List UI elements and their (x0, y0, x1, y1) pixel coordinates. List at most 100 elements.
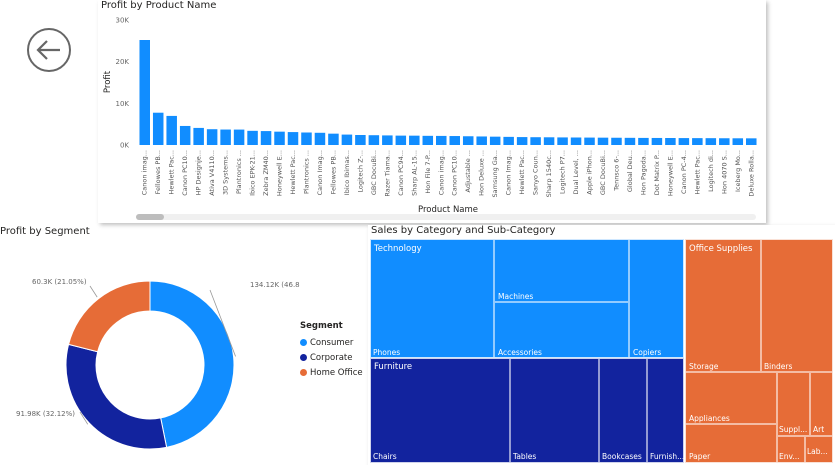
y-axis-title: Profit (103, 70, 113, 93)
donut-slice[interactable] (149, 280, 235, 448)
donut-slice[interactable] (65, 343, 168, 450)
treemap-art[interactable] (810, 372, 833, 436)
treemap-label: Phones (373, 348, 401, 357)
scrollbar-thumb[interactable] (136, 214, 164, 220)
bar[interactable] (732, 138, 744, 145)
treemap-category-label: Office Supplies (689, 244, 753, 254)
bar[interactable] (678, 138, 690, 145)
bar[interactable] (611, 137, 622, 145)
treemap-label: Storage (689, 362, 719, 371)
treemap-appliances[interactable] (685, 372, 777, 424)
bar[interactable] (206, 129, 218, 145)
bar[interactable] (516, 137, 528, 145)
treemap-label: Paper (689, 452, 711, 461)
treemap-label: Furnish... (650, 452, 685, 461)
bar[interactable] (462, 136, 474, 145)
bar[interactable] (665, 138, 676, 145)
bar[interactable] (368, 135, 380, 145)
treemap-accessories[interactable] (494, 302, 629, 358)
bar[interactable] (287, 132, 299, 145)
bar[interactable] (314, 132, 326, 145)
bar[interactable] (651, 137, 663, 145)
bar[interactable] (341, 134, 353, 145)
x-tick-label: Hon File 7-P... (424, 150, 432, 194)
bar[interactable] (247, 130, 258, 145)
treemap-paper[interactable] (685, 424, 777, 463)
treemap-furniture[interactable] (370, 358, 684, 463)
bar[interactable] (274, 131, 285, 145)
treemap-label: Copiers (633, 348, 662, 357)
bar[interactable] (624, 137, 636, 145)
bar[interactable] (476, 136, 487, 145)
bar[interactable] (530, 137, 541, 145)
bar[interactable] (260, 131, 272, 145)
bar[interactable] (152, 112, 164, 145)
bar[interactable] (719, 138, 730, 145)
profit-by-product-panel: Profit by Product Name 30K 20K 10K 0K Profit… (98, 0, 766, 223)
back-button[interactable] (26, 27, 72, 73)
treemap-supplies[interactable] (777, 372, 810, 436)
treemap-machines[interactable] (494, 239, 629, 302)
legend-label: Consumer (310, 337, 354, 348)
profit-by-segment-title: Profit by Segment (0, 226, 90, 237)
bar[interactable] (328, 133, 339, 145)
bar[interactable] (409, 135, 420, 145)
legend-item-home-office[interactable]: Home Office (300, 365, 363, 380)
bar[interactable] (166, 115, 177, 145)
bar[interactable] (220, 129, 231, 145)
bar[interactable] (436, 135, 447, 145)
bar[interactable] (557, 137, 568, 145)
arrow-left-circle-icon (27, 28, 71, 72)
horizontal-scrollbar[interactable] (136, 214, 756, 220)
bar[interactable] (179, 125, 191, 145)
treemap-tables[interactable] (510, 358, 599, 463)
treemap-chairs[interactable] (370, 358, 510, 463)
legend-item-consumer[interactable]: Consumer (300, 335, 363, 350)
y-tick-label: 10K (116, 100, 130, 108)
x-tick-label: Hewlett Pac... (168, 150, 176, 195)
treemap-furnishings[interactable] (647, 358, 684, 463)
treemap-phones[interactable] (370, 239, 494, 358)
bar[interactable] (503, 136, 514, 145)
x-tick-label: Honeywell E... (276, 150, 284, 196)
x-tick-label: Ativa V4110... (208, 150, 216, 196)
bar[interactable] (139, 40, 150, 145)
bar[interactable] (422, 135, 434, 145)
treemap-envelopes[interactable] (777, 436, 805, 463)
legend-item-corporate[interactable]: Corporate (300, 350, 363, 365)
bar[interactable] (233, 129, 245, 145)
bar[interactable] (449, 136, 460, 145)
bar[interactable] (301, 132, 312, 146)
treemap-storage[interactable] (685, 239, 761, 372)
x-tick-label: Canon PC-4... (680, 150, 688, 194)
donut-slice[interactable] (67, 280, 151, 353)
legend-label: Home Office (310, 367, 363, 378)
bar[interactable] (395, 135, 407, 145)
x-tick-label: HP Designje... (195, 150, 203, 195)
x-tick-label: Fellowes PB... (154, 150, 162, 194)
x-tick-label: GBC DocuBi... (370, 150, 378, 195)
treemap-labels[interactable] (805, 436, 833, 463)
bar[interactable] (705, 138, 717, 145)
treemap-label: Bookcases (602, 452, 642, 461)
bar[interactable] (570, 137, 582, 146)
bar[interactable] (355, 135, 366, 145)
bar[interactable] (746, 138, 757, 145)
bar[interactable] (193, 127, 204, 145)
bar[interactable] (584, 137, 595, 145)
treemap-binders[interactable] (761, 239, 833, 372)
treemap-office-supplies[interactable] (685, 239, 833, 463)
x-tick-label: Hewlett Pac... (289, 150, 297, 195)
treemap-bookcases[interactable] (599, 358, 647, 463)
leader-line (209, 289, 236, 357)
bar[interactable] (638, 137, 649, 145)
bar[interactable] (382, 135, 393, 145)
bar[interactable] (489, 136, 501, 145)
bar[interactable] (692, 138, 703, 145)
bar[interactable] (543, 137, 555, 145)
bar[interactable] (597, 137, 609, 145)
leader-line (89, 285, 98, 298)
y-tick-label: 20K (116, 58, 130, 66)
treemap-copiers[interactable] (629, 239, 684, 358)
treemap-technology[interactable] (370, 239, 684, 358)
